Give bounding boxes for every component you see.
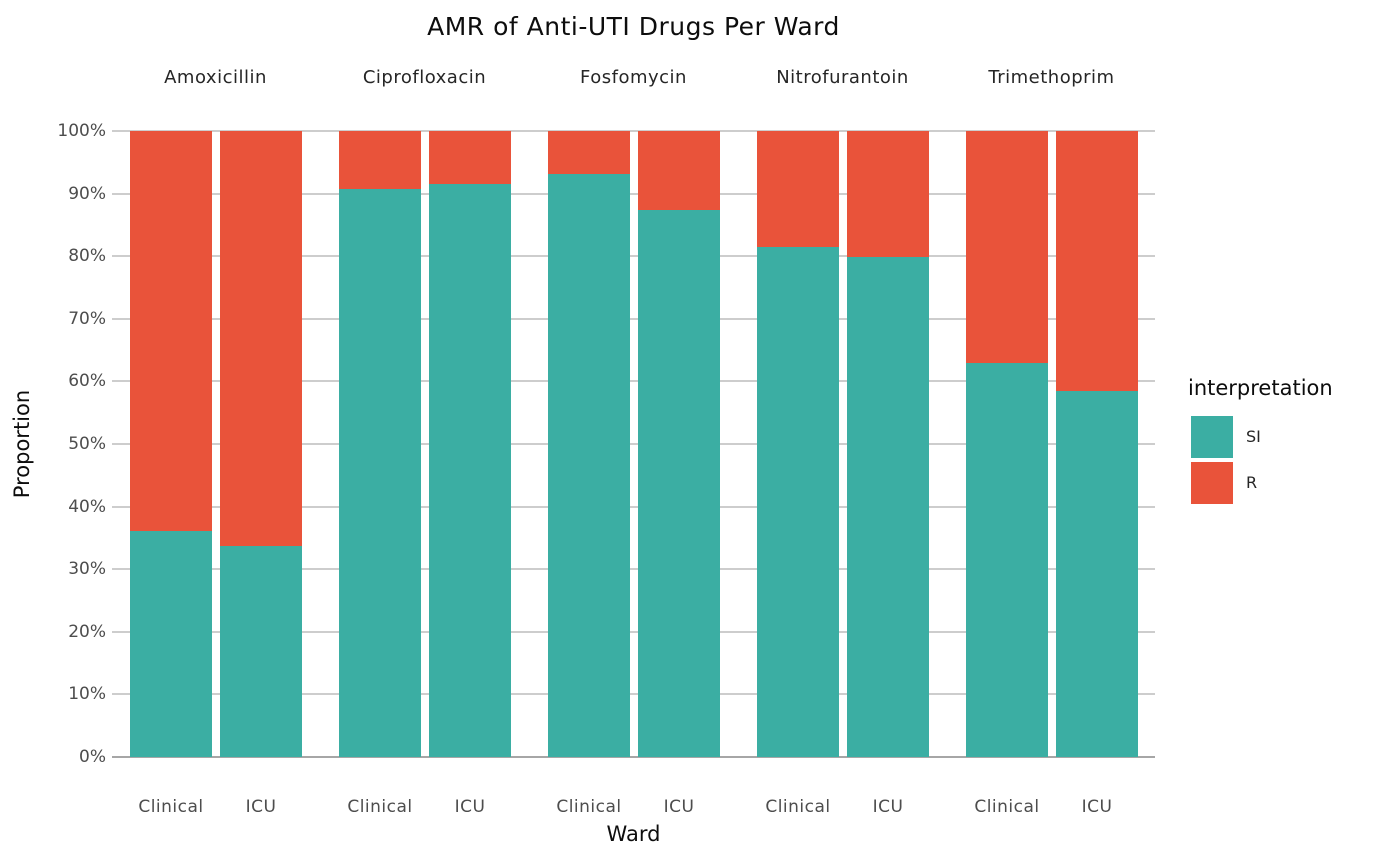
legend-label-si: SI (1246, 427, 1261, 446)
bar-r-trimethoprim-clinical (966, 131, 1048, 363)
legend-title: interpretation (1188, 376, 1333, 400)
gridline-30 (112, 568, 1155, 571)
bar-si-ciprofloxacin-clinical (339, 188, 421, 757)
bar-si-fosfomycin-icu (638, 209, 720, 757)
legend-swatch-r-icon (1191, 462, 1233, 504)
y-tick-label-30: 30% (68, 559, 106, 580)
bar-r-trimethoprim-icu (1056, 131, 1138, 391)
gridline-80 (112, 255, 1155, 258)
legend-label-r: R (1246, 473, 1258, 492)
x-tick-label-nitrofurantoin-icu: ICU (872, 797, 904, 817)
bar-si-amoxicillin-icu (220, 546, 302, 757)
x-axis-title: Ward (606, 822, 661, 846)
bar-si-amoxicillin-clinical (130, 531, 212, 757)
bar-r-amoxicillin-icu (220, 131, 302, 547)
bar-r-nitrofurantoin-clinical (757, 131, 839, 248)
facet-label-trimethoprim: Trimethoprim (988, 67, 1115, 88)
y-tick-label-60: 60% (68, 371, 106, 392)
bar-r-ciprofloxacin-icu (429, 131, 511, 184)
facet-label-nitrofurantoin: Nitrofurantoin (776, 67, 909, 88)
bar-si-fosfomycin-clinical (548, 173, 630, 757)
gridline-100 (112, 130, 1155, 132)
bar-r-amoxicillin-clinical (130, 131, 212, 531)
facet-label-amoxicillin: Amoxicillin (164, 67, 267, 88)
gridline-60 (112, 380, 1155, 383)
facet-label-fosfomycin: Fosfomycin (580, 67, 687, 88)
gridline-10 (112, 693, 1155, 696)
y-tick-label-90: 90% (68, 183, 106, 204)
gridline-70 (112, 317, 1155, 320)
legend-item-si: SI (1188, 416, 1398, 458)
bar-si-nitrofurantoin-clinical (757, 247, 839, 757)
x-tick-label-trimethoprim-icu: ICU (1081, 797, 1113, 817)
gridline-0 (112, 756, 1155, 758)
x-tick-label-nitrofurantoin-clinical: Clinical (765, 797, 831, 817)
x-tick-label-fosfomycin-icu: ICU (663, 797, 695, 817)
facet-label-ciprofloxacin: Ciprofloxacin (362, 67, 487, 88)
y-tick-label-100: 100% (57, 121, 106, 141)
chart-title: AMR of Anti-UTI Drugs Per Ward (427, 12, 840, 41)
bar-si-nitrofurantoin-icu (847, 257, 929, 757)
x-tick-label-fosfomycin-clinical: Clinical (556, 797, 622, 817)
y-tick-label-70: 70% (68, 308, 106, 329)
bar-r-fosfomycin-icu (638, 131, 720, 210)
bar-r-nitrofurantoin-icu (847, 131, 929, 258)
legend: interpretation SI R (1188, 376, 1398, 508)
bar-si-trimethoprim-icu (1056, 390, 1138, 757)
y-tick-label-40: 40% (68, 496, 106, 517)
gridline-40 (112, 505, 1155, 508)
y-tick-label-20: 20% (68, 621, 106, 642)
bar-r-ciprofloxacin-clinical (339, 131, 421, 189)
x-tick-label-trimethoprim-clinical: Clinical (974, 797, 1040, 817)
gridline-20 (112, 630, 1155, 633)
bar-si-trimethoprim-clinical (966, 362, 1048, 757)
gridline-90 (112, 192, 1155, 195)
x-tick-label-amoxicillin-icu: ICU (245, 797, 277, 817)
x-tick-label-ciprofloxacin-clinical: Clinical (347, 797, 413, 817)
legend-swatch-si-icon (1191, 416, 1233, 458)
y-tick-label-80: 80% (68, 246, 106, 267)
bar-si-ciprofloxacin-icu (429, 183, 511, 757)
x-tick-label-amoxicillin-clinical: Clinical (138, 797, 204, 817)
y-tick-label-50: 50% (68, 434, 106, 454)
y-tick-label-10: 10% (68, 684, 106, 705)
gridline-50 (112, 443, 1155, 445)
y-tick-label-0: 0% (79, 747, 106, 767)
y-axis-title: Proportion (10, 389, 34, 499)
x-tick-label-ciprofloxacin-icu: ICU (454, 797, 486, 817)
legend-item-r: R (1188, 462, 1398, 504)
bar-r-fosfomycin-clinical (548, 131, 630, 174)
